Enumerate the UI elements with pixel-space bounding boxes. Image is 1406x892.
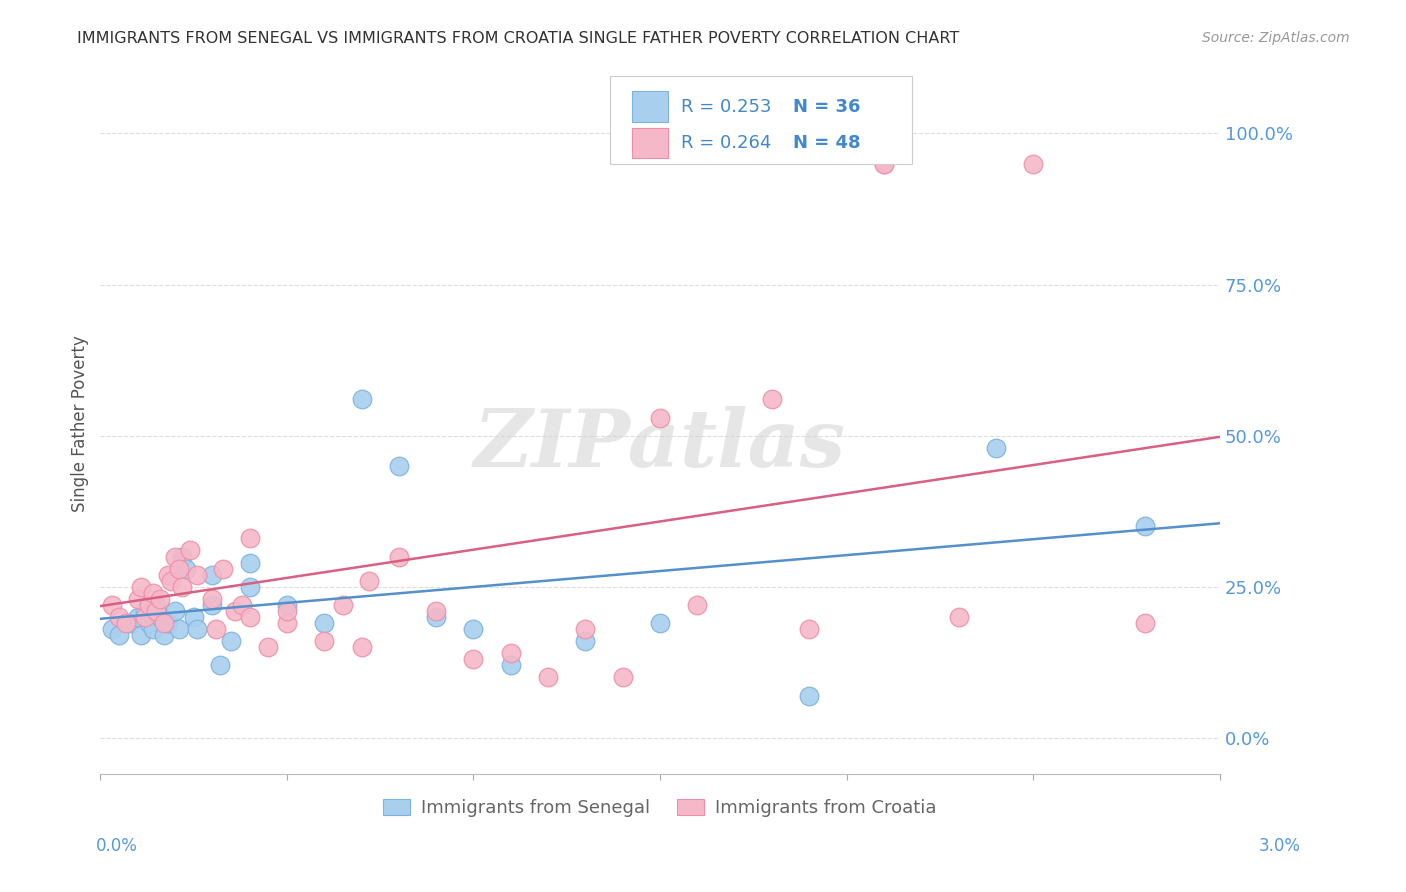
Point — [219, 634, 242, 648]
Point — [163, 549, 186, 564]
Point — [388, 458, 411, 473]
Point — [314, 634, 336, 648]
Point — [239, 556, 262, 570]
Point — [201, 598, 224, 612]
Point — [425, 604, 447, 618]
Point — [134, 604, 156, 618]
Text: IMMIGRANTS FROM SENEGAL VS IMMIGRANTS FROM CROATIA SINGLE FATHER POVERTY CORRELA: IMMIGRANTS FROM SENEGAL VS IMMIGRANTS FR… — [77, 31, 959, 46]
Point — [388, 549, 411, 564]
Point — [1133, 519, 1156, 533]
Point — [149, 610, 172, 624]
Point — [160, 574, 183, 588]
Point — [463, 652, 485, 666]
Point — [205, 622, 228, 636]
Point — [179, 543, 201, 558]
Point — [276, 604, 298, 618]
Text: 0.0%: 0.0% — [96, 837, 138, 855]
Point — [186, 622, 208, 636]
Point — [120, 615, 142, 630]
Text: 3.0%: 3.0% — [1258, 837, 1301, 855]
Point — [163, 604, 186, 618]
Point — [350, 392, 373, 407]
Point — [231, 598, 253, 612]
Point — [648, 410, 671, 425]
Point — [873, 156, 896, 170]
Point — [499, 658, 522, 673]
Point — [100, 622, 122, 636]
Point — [186, 567, 208, 582]
FancyBboxPatch shape — [610, 77, 912, 164]
Point — [127, 610, 149, 624]
Point — [145, 604, 167, 618]
Point — [357, 574, 380, 588]
Point — [276, 615, 298, 630]
Point — [537, 670, 560, 684]
Point — [463, 622, 485, 636]
Point — [131, 580, 153, 594]
Point — [224, 604, 246, 618]
Point — [239, 580, 262, 594]
Point — [156, 615, 179, 630]
Point — [761, 392, 783, 407]
Point — [100, 598, 122, 612]
Point — [239, 610, 262, 624]
Point — [276, 598, 298, 612]
Point — [201, 591, 224, 606]
Point — [152, 615, 174, 630]
Legend: Immigrants from Senegal, Immigrants from Croatia: Immigrants from Senegal, Immigrants from… — [375, 792, 943, 825]
Point — [174, 561, 197, 575]
Point — [799, 689, 821, 703]
Point — [612, 670, 634, 684]
Point — [134, 610, 156, 624]
Point — [152, 628, 174, 642]
Point — [873, 156, 896, 170]
Point — [1133, 615, 1156, 630]
Point — [167, 561, 190, 575]
Point — [948, 610, 970, 624]
Y-axis label: Single Father Poverty: Single Father Poverty — [72, 335, 89, 512]
Point — [314, 615, 336, 630]
Point — [574, 634, 596, 648]
Point — [138, 598, 160, 612]
Point — [145, 598, 167, 612]
Point — [156, 567, 179, 582]
Point — [648, 615, 671, 630]
Point — [142, 622, 165, 636]
Point — [201, 567, 224, 582]
Point — [108, 628, 131, 642]
Point — [115, 615, 138, 630]
Point — [108, 610, 131, 624]
Point — [574, 622, 596, 636]
Point — [499, 646, 522, 660]
Text: ZIPatlas: ZIPatlas — [474, 406, 846, 483]
FancyBboxPatch shape — [633, 128, 668, 158]
Text: N = 36: N = 36 — [793, 97, 860, 116]
Point — [257, 640, 280, 655]
Point — [984, 441, 1007, 455]
Point — [332, 598, 354, 612]
Point — [212, 561, 235, 575]
Point — [239, 532, 262, 546]
Point — [425, 610, 447, 624]
Text: Source: ZipAtlas.com: Source: ZipAtlas.com — [1202, 31, 1350, 45]
Point — [686, 598, 709, 612]
Point — [167, 622, 190, 636]
Point — [172, 580, 194, 594]
Point — [142, 586, 165, 600]
Text: R = 0.264: R = 0.264 — [682, 134, 772, 152]
Text: R = 0.253: R = 0.253 — [682, 97, 772, 116]
Point — [208, 658, 231, 673]
Point — [149, 591, 172, 606]
Point — [350, 640, 373, 655]
Text: N = 48: N = 48 — [793, 134, 860, 152]
Point — [127, 591, 149, 606]
Point — [131, 628, 153, 642]
Point — [172, 549, 194, 564]
FancyBboxPatch shape — [633, 91, 668, 122]
Point — [799, 622, 821, 636]
Point — [1022, 156, 1045, 170]
Point — [183, 610, 205, 624]
Point — [138, 615, 160, 630]
